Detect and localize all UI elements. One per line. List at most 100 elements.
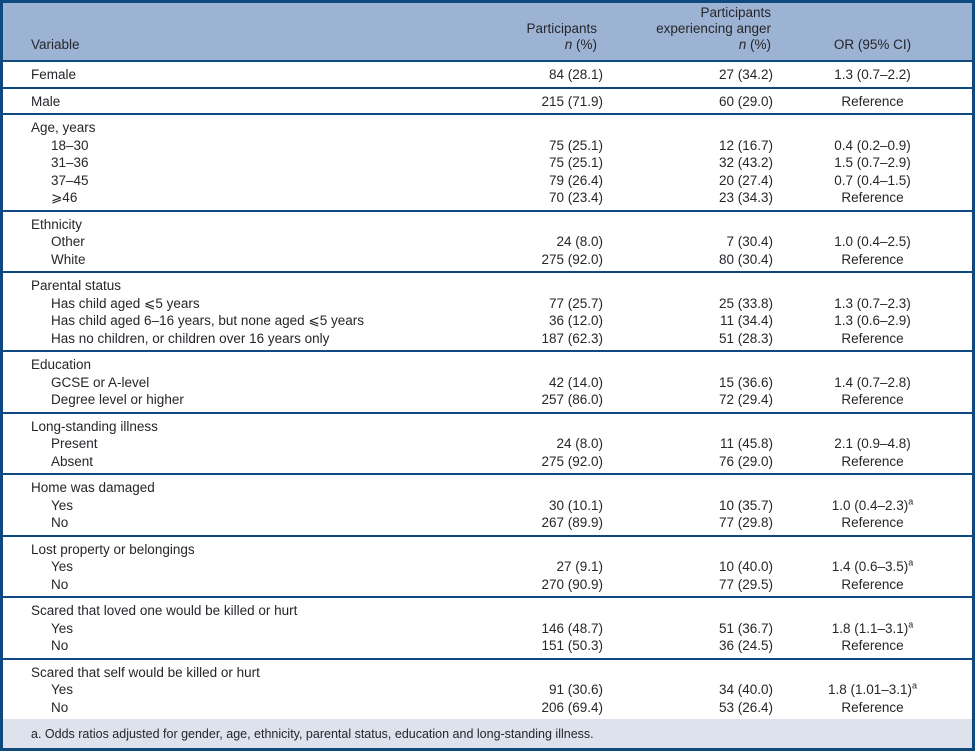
column-header-anger-line3: n (%) — [603, 37, 771, 53]
odds-ratio-text: 0.7 (0.4–1.5) — [834, 172, 911, 188]
pct-symbol: (%) — [572, 37, 597, 52]
odds-ratio-value — [773, 119, 972, 137]
odds-ratio-text: 1.8 (1.01–3.1) — [827, 682, 913, 697]
variable-label: Yes — [51, 682, 74, 697]
table-row: 37–45 79 (26.4) 20 (27.4) 0.7 (0.4–1.5) — [3, 172, 972, 190]
odds-ratio-text: 1.3 (0.6–2.9) — [834, 313, 911, 328]
group-header-row: Scared that self would be killed or hurt — [3, 664, 972, 682]
odds-ratio-value: 0.4 (0.2–0.9) — [773, 137, 972, 155]
anger-value: 36 (24.5) — [718, 638, 773, 653]
odds-ratio-value: 0.7 (0.4–1.5) — [773, 172, 972, 190]
table-row: 31–36 75 (25.1) 32 (43.2) 1.5 (0.7–2.9) — [3, 154, 972, 172]
odds-ratio-text: Reference — [841, 699, 904, 715]
odds-ratio-text: 1.3 (0.7–2.3) — [834, 295, 911, 311]
table-row: ⩾46 70 (23.4) 23 (34.3) Reference — [3, 189, 972, 207]
participants-value: 187 (62.3) — [541, 330, 603, 346]
table-row: Has child aged ⩽5 years 77 (25.7) 25 (33.8… — [3, 295, 972, 313]
table-row: No 270 (90.9) 77 (29.5) Reference — [3, 576, 972, 594]
anger-value: 32 (43.2) — [718, 155, 773, 170]
odds-ratio-value: Reference — [773, 699, 972, 717]
anger-value: 27 (34.2) — [718, 67, 773, 82]
odds-ratio-text: 1.0 (0.4–2.3) — [831, 497, 909, 513]
odds-ratio-value: 1.3 (0.7–2.2) — [773, 66, 972, 84]
variable-label: Scared that loved one would be killed or… — [31, 603, 298, 618]
table-row: Yes 146 (48.7) 51 (36.7) 1.8 (1.1–3.1)a — [3, 620, 972, 638]
odds-ratio-text: Reference — [841, 638, 904, 653]
participants-value — [448, 602, 603, 620]
variable-label: Home was damaged — [31, 480, 155, 495]
odds-ratio-text: Reference — [841, 190, 904, 205]
table-footnote: a. Odds ratios adjusted for gender, age,… — [3, 719, 972, 748]
group-header-row: Scared that loved one would be killed or… — [3, 602, 972, 620]
footnote-text: a. Odds ratios adjusted for gender, age,… — [31, 726, 594, 741]
variable-label: Present — [51, 436, 98, 451]
odds-ratio-text: Reference — [841, 392, 904, 407]
participants-value: 84 (28.1) — [548, 67, 603, 82]
anger-value: 20 (27.4) — [718, 172, 773, 188]
variable-label: Age, years — [31, 120, 96, 135]
table-row: Yes 27 (9.1) 10 (40.0) 1.4 (0.6–3.5)a — [3, 558, 972, 576]
odds-ratio-value: 1.4 (0.6–3.5)a — [773, 558, 972, 576]
odds-ratio-value: Reference — [773, 189, 972, 207]
group-header-row: Long-standing illness — [3, 418, 972, 436]
odds-ratio-value — [773, 356, 972, 374]
table-section: Female 84 (28.1) 27 (34.2) 1.3 (0.7–2.2) — [3, 62, 972, 89]
odds-ratio-text: Reference — [841, 251, 904, 267]
variable-label: Female — [31, 67, 77, 82]
anger-value: 11 (45.8) — [719, 436, 773, 451]
table-row: 18–30 75 (25.1) 12 (16.7) 0.4 (0.2–0.9) — [3, 137, 972, 155]
variable-label: Degree level or higher — [51, 392, 184, 407]
participants-value: 36 (12.0) — [548, 313, 603, 328]
participants-value — [448, 418, 603, 436]
anger-value: 15 (36.6) — [718, 374, 773, 390]
odds-ratio-value: 1.8 (1.1–3.1)a — [773, 620, 972, 638]
variable-label: Other — [51, 234, 85, 249]
table-section: Lost property or belongings Yes 27 (9.1) 10… — [3, 537, 972, 598]
footnote-marker: a — [912, 680, 918, 691]
table-section: Education GCSE or A-level 42 (14.0) 15 (36.… — [3, 352, 972, 414]
group-header-row: Lost property or belongings — [3, 541, 972, 559]
table-section: Ethnicity Other 24 (8.0) 7 (30.4) 1.0 (0.4–2… — [3, 212, 972, 273]
participants-value: 146 (48.7) — [541, 620, 603, 636]
table-row: No 206 (69.4) 53 (26.4) Reference — [3, 699, 972, 717]
column-header-odds-ratio: OR (95% CI) — [773, 37, 972, 53]
odds-ratio-text: 1.3 (0.7–2.2) — [834, 67, 911, 82]
anger-value: 7 (30.4) — [726, 234, 773, 249]
anger-value: 34 (40.0) — [718, 682, 773, 697]
variable-label: Scared that self would be killed or hurt — [31, 664, 260, 680]
variable-label: GCSE or A-level — [51, 374, 150, 390]
variable-label: Yes — [51, 559, 74, 574]
table-row: Present 24 (8.0) 11 (45.8) 2.1 (0.9–4.8) — [3, 435, 972, 453]
odds-ratio-value: 1.5 (0.7–2.9) — [773, 154, 972, 172]
group-header-row: Education — [3, 356, 972, 374]
odds-ratio-text: Reference — [841, 576, 904, 592]
odds-ratio-value: 2.1 (0.9–4.8) — [773, 435, 972, 453]
variable-label: Ethnicity — [31, 216, 83, 232]
variable-label: Has no children, or children over 16 yea… — [51, 330, 330, 346]
anger-value: 11 (34.4) — [719, 313, 773, 328]
table-section: Home was damaged Yes 30 (10.1) 10 (35.7) 1.0… — [3, 475, 972, 537]
variable-label: ⩾46 — [51, 190, 78, 205]
odds-ratio-value: Reference — [773, 453, 972, 471]
participants-value — [448, 119, 603, 137]
odds-ratio-value — [773, 602, 972, 620]
footnote-marker: a — [908, 557, 914, 568]
variable-label: Lost property or belongings — [31, 541, 195, 557]
pct-symbol: (%) — [746, 37, 771, 52]
participants-value: 275 (92.0) — [541, 251, 603, 267]
column-header-participants-line1: Participants — [526, 21, 597, 36]
anger-value: 51 (28.3) — [718, 330, 773, 346]
variable-label: Has child aged 6–16 years, but none aged… — [51, 313, 365, 328]
table-section: Long-standing illness Present 24 (8.0) 11 (… — [3, 414, 972, 475]
participants-value: 24 (8.0) — [556, 234, 603, 249]
participants-value: 257 (86.0) — [541, 392, 603, 407]
anger-value — [603, 602, 773, 620]
anger-value: 25 (33.8) — [718, 295, 773, 311]
anger-value — [603, 277, 773, 295]
table-row: White 275 (92.0) 80 (30.4) Reference — [3, 251, 972, 269]
odds-ratio-value: 1.4 (0.7–2.8) — [773, 374, 972, 392]
anger-value — [603, 479, 773, 497]
variable-label: Parental status — [31, 278, 122, 293]
footnote-marker: a — [908, 496, 914, 506]
variable-label: Has child aged ⩽5 years — [51, 295, 200, 311]
